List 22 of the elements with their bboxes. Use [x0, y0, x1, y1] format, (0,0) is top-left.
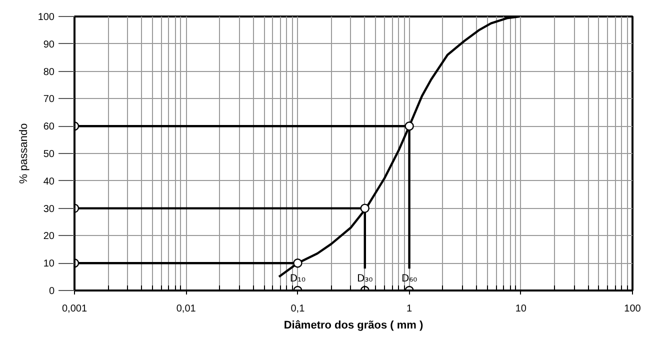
y-tick-label: 0 [48, 286, 55, 297]
y-tick-label: 60 [43, 122, 55, 133]
x-tick-label: 10 [515, 304, 527, 314]
y-tick-label: 10 [43, 258, 55, 270]
x-tick-label: 0,1 [290, 304, 306, 314]
y-tick-label: 90 [43, 39, 55, 50]
y-tick-label: 80 [43, 66, 55, 78]
annotation: D₆₀ [401, 274, 418, 284]
annotation: D₃₀ [357, 274, 373, 284]
x-tick-label: 100 [624, 304, 642, 314]
x-tick-label: 0,01 [176, 304, 196, 314]
x-tick-label: 0,001 [62, 304, 88, 314]
y-axis-title: % passando [18, 123, 30, 184]
y-tick-label: 20 [43, 231, 55, 242]
x-tick-label: 1 [406, 304, 413, 314]
y-tick-label: 40 [43, 176, 55, 188]
annotation: D₁₀ [290, 274, 306, 284]
x-axis-title: Diâmetro dos grãos ( mm ) [284, 320, 424, 332]
y-tick-label: 70 [43, 94, 55, 106]
y-tick-label: 30 [43, 204, 55, 215]
y-tick-label: 50 [43, 149, 55, 160]
y-tick-label: 100 [38, 12, 55, 23]
